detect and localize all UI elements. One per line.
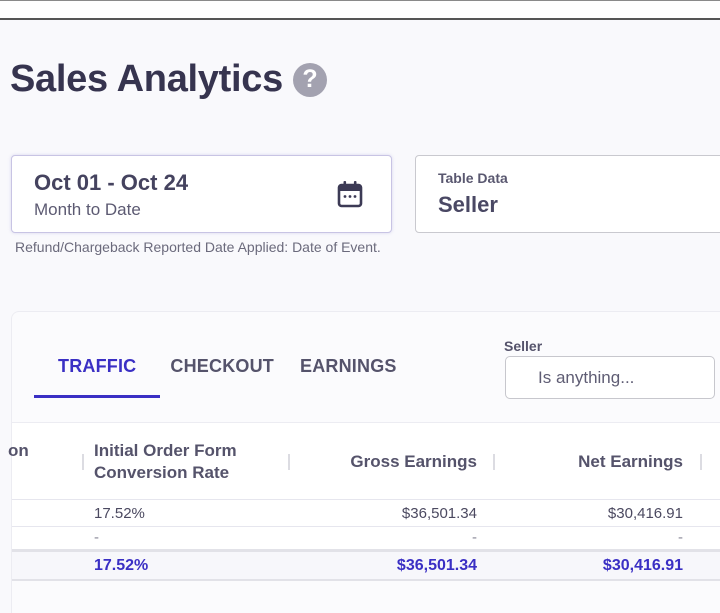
browser-top-bar: [0, 0, 720, 20]
total-gross-earnings: $36,501.34: [396, 557, 477, 574]
analytics-panel: TRAFFIC CHECKOUT EARNINGS Seller on Init…: [8, 311, 720, 613]
refund-date-note: Refund/Chargeback Reported Date Applied:…: [15, 239, 381, 255]
total-net-earnings: $30,416.91: [602, 557, 683, 574]
date-range-picker[interactable]: Oct 01 - Oct 24 Month to Date: [11, 155, 392, 233]
table-total-row: 17.52% $36,501.34 $30,416.91: [12, 552, 720, 581]
gross-earnings-cell: $36,501.34: [401, 505, 477, 522]
total-conversion-rate: 17.52%: [94, 557, 149, 574]
column-header-conversion-rate[interactable]: Initial Order Form Conversion Rate: [94, 441, 237, 482]
page-title-text: Sales Analytics: [10, 58, 283, 100]
date-range-preset: Month to Date: [34, 200, 141, 219]
seller-filter[interactable]: [505, 356, 720, 399]
column-resize-handle[interactable]: [493, 454, 495, 470]
table-header: on Initial Order Form Conversion Rate Gr…: [8, 422, 720, 500]
column-resize-handle[interactable]: [288, 454, 290, 470]
gross-earnings-cell: -: [472, 529, 477, 546]
tab-bar: TRAFFIC CHECKOUT EARNINGS: [34, 356, 423, 398]
table-data-label: Table Data: [438, 170, 508, 186]
question-circle-icon[interactable]: ?: [292, 62, 327, 97]
column-header-gross-earnings[interactable]: Gross Earnings: [350, 452, 477, 471]
data-table: on Initial Order Form Conversion Rate Gr…: [8, 422, 720, 581]
net-earnings-cell: $30,416.91: [607, 505, 683, 522]
tab-checkout[interactable]: CHECKOUT: [170, 356, 274, 376]
date-range-value: Oct 01 - Oct 24: [34, 170, 189, 195]
net-earnings-cell: -: [678, 529, 683, 546]
column-header-conversion[interactable]: on: [8, 441, 29, 460]
table-data-value: Seller: [438, 192, 498, 217]
column-resize-handle[interactable]: [82, 454, 84, 470]
tab-traffic[interactable]: TRAFFIC: [34, 356, 161, 398]
conversion-rate-cell: -: [94, 529, 99, 546]
page-title: Sales Analytics ?: [10, 58, 327, 101]
column-header-net-earnings[interactable]: Net Earnings: [578, 452, 683, 471]
calendar-icon[interactable]: [337, 180, 363, 208]
table-data-selector[interactable]: Table Data Seller: [415, 155, 720, 233]
seller-filter-label: Seller: [504, 338, 543, 354]
table-row[interactable]: - - -: [12, 527, 720, 552]
conversion-rate-cell: 17.52%: [94, 505, 145, 522]
seller-search-input[interactable]: [506, 367, 720, 388]
tab-earnings[interactable]: EARNINGS: [300, 356, 397, 376]
column-resize-handle[interactable]: [700, 454, 702, 470]
table-row[interactable]: 17.52% $36,501.34 $30,416.91: [12, 500, 720, 527]
